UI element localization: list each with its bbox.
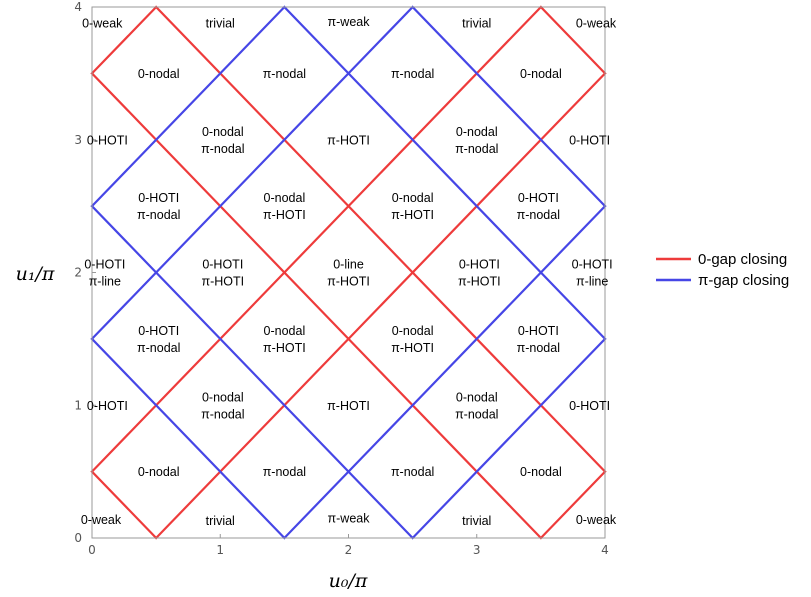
- zero-gap-line-2: [90, 470, 158, 540]
- x-tick-label: 2: [345, 543, 353, 557]
- region-label: 0-nodal: [520, 67, 562, 81]
- region-label: π-HOTI: [327, 399, 370, 413]
- zero-gap-line-4: [539, 5, 607, 75]
- gap-closing-lines: [90, 5, 607, 540]
- pi-gap-line-1: [90, 204, 415, 540]
- region-label: 0-HOTI π-nodal: [137, 324, 180, 355]
- region-label: 0-nodal π-HOTI: [263, 191, 306, 222]
- region-label: 0-nodal π-HOTI: [391, 324, 434, 355]
- region-label: π-nodal: [263, 67, 306, 81]
- region-label: π-weak: [328, 512, 371, 526]
- region-label: 0-HOTI π-line: [572, 258, 613, 289]
- pi-gap-line-0: [90, 5, 286, 208]
- region-label: 0-HOTI: [569, 133, 610, 147]
- region-label: 0-nodal π-nodal: [455, 125, 498, 156]
- region-label: trivial: [206, 16, 235, 30]
- region-label: 0-nodal: [138, 67, 180, 81]
- region-label: 0-HOTI: [87, 133, 128, 147]
- region-label: 0-weak: [81, 513, 122, 527]
- legend-label: 0-gap closing: [698, 251, 787, 268]
- region-label: 0-nodal π-HOTI: [391, 191, 434, 222]
- region-label: π-nodal: [391, 465, 434, 479]
- y-tick-label: 4: [74, 0, 82, 14]
- pi-gap-line-2: [90, 337, 286, 540]
- region-label: 0-HOTI π-HOTI: [201, 258, 244, 289]
- region-label: trivial: [206, 514, 235, 528]
- zero-gap-line-0: [90, 5, 158, 75]
- pi-gap-line-6: [282, 204, 607, 540]
- y-tick-label: 3: [74, 133, 82, 147]
- zero-gap-line-3: [90, 5, 543, 474]
- region-label: 0-HOTI π-nodal: [517, 191, 560, 222]
- zero-gap-line-1: [90, 71, 543, 540]
- region-label: 0-nodal π-nodal: [201, 390, 244, 421]
- region-label: 0-HOTI π-HOTI: [458, 258, 501, 289]
- pi-gap-line-5: [411, 5, 607, 208]
- x-axis-label: u₀/π: [329, 570, 368, 592]
- region-label: 0-HOTI: [569, 399, 610, 413]
- region-label: π-HOTI: [327, 133, 370, 147]
- x-tick-label: 3: [473, 543, 481, 557]
- region-label: 0-weak: [82, 16, 123, 30]
- x-tick-label: 0: [88, 543, 96, 557]
- region-label: 0-HOTI π-nodal: [137, 191, 180, 222]
- zero-gap-line-6: [154, 71, 607, 540]
- region-label: 0-nodal: [138, 465, 180, 479]
- region-label: 0-HOTI π-nodal: [517, 324, 560, 355]
- y-tick-label: 2: [74, 266, 82, 280]
- region-label: 0-nodal: [520, 465, 562, 479]
- axis-ticks: 0 1 2 3 4 0 1 2 3 4: [74, 0, 608, 557]
- zero-gap-line-7: [539, 470, 607, 540]
- region-label: π-nodal: [391, 67, 434, 81]
- plot-frame: [91, 6, 606, 539]
- legend: 0-gap closing π-gap closing: [656, 251, 789, 289]
- y-tick-label: 1: [74, 398, 82, 412]
- y-tick-label: 0: [74, 531, 82, 545]
- region-label: trivial: [462, 16, 491, 30]
- region-label: π-nodal: [263, 465, 306, 479]
- legend-label: π-gap closing: [698, 272, 789, 289]
- region-label: 0-weak: [576, 16, 617, 30]
- region-label: π-weak: [328, 15, 371, 29]
- region-label: 0-nodal π-nodal: [201, 125, 244, 156]
- region-label: 0-nodal π-nodal: [455, 390, 498, 421]
- zero-gap-line-5: [154, 5, 607, 474]
- pi-gap-line-4: [282, 5, 607, 341]
- region-label: 0-line π-HOTI: [327, 258, 370, 289]
- y-axis-label: u₁/π: [16, 263, 55, 285]
- region-label: 0-HOTI π-line: [84, 258, 125, 289]
- region-label: 0-weak: [576, 513, 617, 527]
- pi-gap-line-3: [90, 5, 415, 341]
- region-label: 0-nodal π-HOTI: [263, 324, 306, 355]
- pi-gap-line-7: [411, 337, 607, 540]
- region-label: trivial: [462, 514, 491, 528]
- x-tick-label: 4: [601, 543, 609, 557]
- x-tick-label: 1: [216, 543, 224, 557]
- region-label: 0-HOTI: [87, 399, 128, 413]
